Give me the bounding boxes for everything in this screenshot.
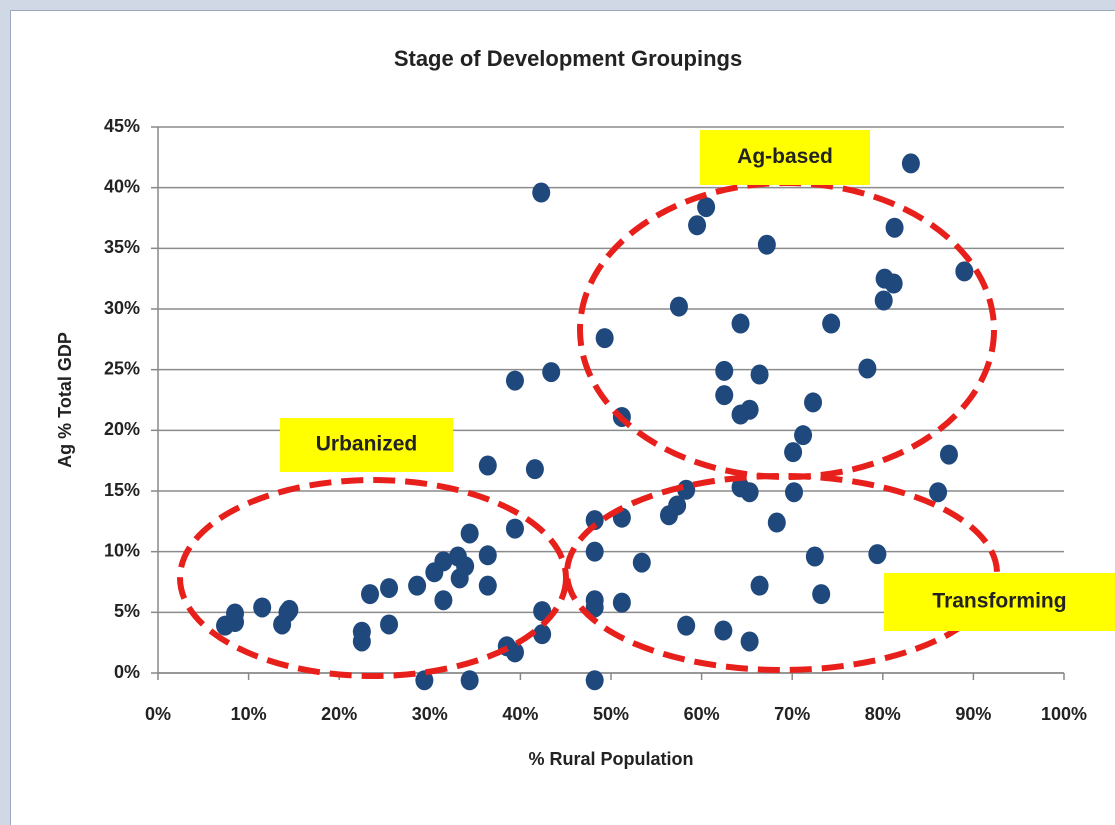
data-point — [929, 482, 948, 503]
x-tick-label: 40% — [502, 704, 538, 724]
data-point — [740, 399, 759, 420]
data-point — [901, 153, 920, 174]
data-point — [714, 620, 733, 641]
data-point — [226, 612, 245, 633]
data-point — [460, 523, 479, 544]
data-point — [408, 575, 427, 596]
group-outline — [577, 180, 997, 480]
data-point — [533, 624, 552, 645]
annotation: Transforming — [932, 590, 1066, 613]
data-point — [740, 631, 759, 652]
data-point — [632, 552, 651, 573]
data-point — [380, 614, 399, 635]
data-point — [785, 482, 804, 503]
data-point — [885, 217, 904, 238]
data-point — [478, 545, 497, 566]
annotation-box — [280, 418, 453, 472]
data-point — [740, 482, 759, 503]
data-point — [805, 546, 824, 567]
data-point — [697, 197, 716, 218]
data-point — [868, 544, 887, 565]
data-point — [415, 670, 434, 691]
data-point — [874, 290, 893, 311]
data-point — [542, 362, 561, 383]
y-tick-label: 0% — [114, 662, 140, 682]
data-point — [822, 313, 841, 334]
annotation-box — [884, 573, 1115, 631]
data-point — [794, 425, 813, 446]
data-point — [804, 392, 823, 413]
x-tick-label: 100% — [1041, 704, 1087, 724]
data-point — [677, 615, 696, 636]
data-point — [715, 360, 734, 381]
data-point — [784, 442, 803, 463]
data-point — [812, 584, 831, 605]
data-point — [585, 541, 604, 562]
y-axis-label: Ag % Total GDP — [55, 332, 75, 468]
y-tick-label: 10% — [104, 540, 140, 560]
data-point — [858, 358, 877, 379]
chart-frame — [10, 10, 1115, 825]
x-tick-label: 50% — [593, 704, 629, 724]
x-tick-label: 70% — [774, 704, 810, 724]
y-tick-label: 45% — [104, 116, 140, 136]
data-point — [767, 512, 786, 533]
data-point — [361, 584, 380, 605]
y-tick-label: 35% — [104, 237, 140, 257]
x-tick-label: 10% — [231, 704, 267, 724]
x-tick-label: 80% — [865, 704, 901, 724]
data-point — [505, 642, 524, 663]
data-point — [460, 670, 479, 691]
annotation: Ag-based — [737, 145, 833, 168]
x-tick-label: 90% — [955, 704, 991, 724]
x-tick-label: 30% — [412, 704, 448, 724]
data-point — [505, 370, 524, 391]
data-point — [456, 556, 475, 577]
data-point — [434, 551, 453, 572]
data-point — [505, 518, 524, 539]
x-tick-label: 0% — [145, 704, 171, 724]
data-point — [750, 364, 769, 385]
data-point — [757, 234, 776, 255]
data-point — [585, 670, 604, 691]
x-tick-label: 20% — [321, 704, 357, 724]
data-point — [478, 455, 497, 476]
data-point — [612, 592, 631, 613]
data-point — [715, 385, 734, 406]
y-tick-label: 15% — [104, 480, 140, 500]
data-point — [478, 575, 497, 596]
data-point — [595, 328, 614, 349]
y-tick-label: 30% — [104, 298, 140, 318]
y-tick-label: 40% — [104, 176, 140, 196]
data-point — [280, 599, 299, 620]
data-point — [585, 597, 604, 618]
data-point — [434, 590, 453, 611]
annotation-box — [700, 130, 870, 185]
annotation: Urbanized — [316, 433, 418, 456]
data-point — [525, 459, 544, 480]
data-point — [688, 215, 707, 236]
data-point — [380, 578, 399, 599]
data-point — [532, 182, 551, 203]
data-point — [955, 261, 974, 282]
data-point — [884, 273, 903, 294]
data-point — [533, 601, 552, 622]
data-point — [731, 313, 750, 334]
data-point — [352, 631, 371, 652]
y-tick-label: 5% — [114, 601, 140, 621]
x-axis-label: % Rural Population — [528, 749, 693, 769]
data-point — [253, 597, 272, 618]
x-tick-label: 60% — [684, 704, 720, 724]
data-point — [669, 296, 688, 317]
data-point — [668, 495, 687, 516]
y-tick-label: 20% — [104, 419, 140, 439]
y-tick-label: 25% — [104, 358, 140, 378]
chart-title: Stage of Development Groupings — [394, 46, 742, 71]
data-point — [939, 444, 958, 465]
data-point — [750, 575, 769, 596]
data-point — [585, 510, 604, 531]
group-outline — [177, 477, 569, 679]
